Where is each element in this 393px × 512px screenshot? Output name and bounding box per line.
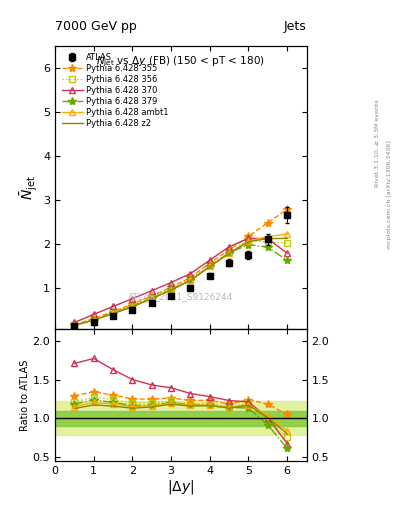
Text: $N_{\mathrm{jet}}$ vs $\Delta y$ (FB) (150 < pT < 180): $N_{\mathrm{jet}}$ vs $\Delta y$ (FB) (1… [96,55,265,69]
Text: mcplots.cern.ch [arXiv:1306.3436]: mcplots.cern.ch [arXiv:1306.3436] [387,140,391,249]
Text: Rivet 3.1.10, ≥ 3.3M events: Rivet 3.1.10, ≥ 3.3M events [375,99,380,187]
Text: 7000 GeV pp: 7000 GeV pp [55,20,137,33]
Y-axis label: Ratio to ATLAS: Ratio to ATLAS [20,359,29,431]
Text: Jets: Jets [284,20,307,33]
Text: ATLAS_2011_S9126244: ATLAS_2011_S9126244 [128,292,233,301]
Y-axis label: $\bar{N}_{\mathrm{jet}}$: $\bar{N}_{\mathrm{jet}}$ [19,175,40,200]
X-axis label: |$\Delta y$|: |$\Delta y$| [167,478,195,497]
Legend: ATLAS, Pythia 6.428 355, Pythia 6.428 356, Pythia 6.428 370, Pythia 6.428 379, P: ATLAS, Pythia 6.428 355, Pythia 6.428 35… [59,50,171,131]
